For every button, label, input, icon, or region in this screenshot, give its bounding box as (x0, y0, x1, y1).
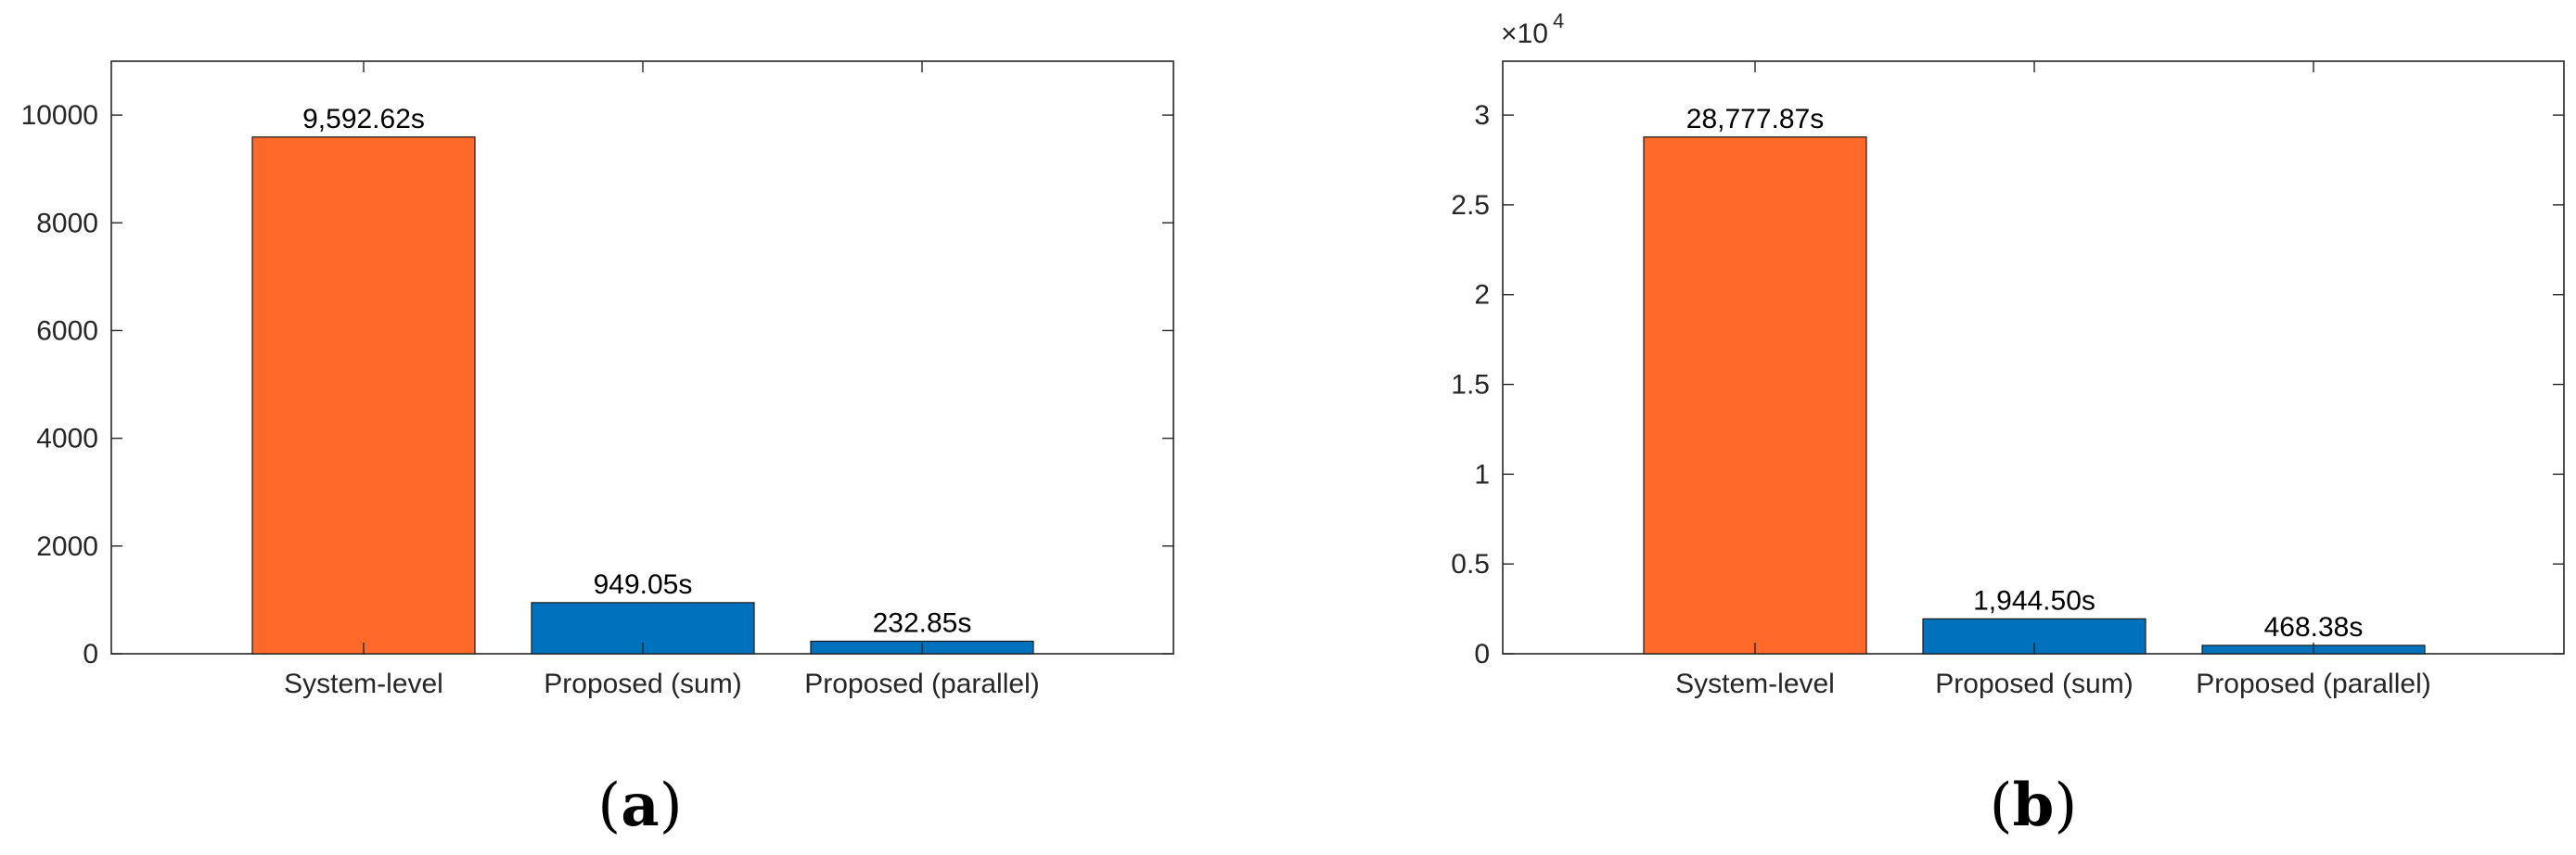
x-tick-label-1: Proposed (sum) (1935, 669, 2133, 699)
y-tick-label-6: 3 (1474, 100, 1490, 131)
data-label-2: 232.85s (873, 607, 972, 638)
y-tick-label-0: 0 (1474, 639, 1490, 670)
y-tick-label-4: 8000 (36, 208, 98, 238)
axis-exponent-label: ×10 (1501, 19, 1548, 49)
data-label-1: 1,944.50s (1973, 585, 2095, 616)
panel-label: (b) (1990, 771, 2078, 840)
y-tick-label-5: 2.5 (1451, 190, 1490, 221)
y-tick-label-1: 2000 (36, 531, 98, 562)
bar-0 (251, 136, 476, 655)
bar-0 (1643, 136, 1867, 655)
x-tick-label-0: System-level (1675, 669, 1835, 699)
x-tick-label-0: System-level (284, 669, 443, 699)
y-tick-label-2: 4000 (36, 424, 98, 454)
chart-panel-b: 28,777.87s System-level 1,944.50s Proposed … (1451, 9, 2565, 840)
data-label-0: 28,777.87s (1686, 104, 1824, 134)
panel-label: (a) (597, 771, 682, 840)
chart-panel-a: 9,592.62s System-level 949.05s Proposed (su… (21, 60, 1174, 840)
y-tick-label-3: 6000 (36, 315, 98, 346)
y-tick-label-5: 10000 (21, 100, 98, 131)
y-tick-label-0: 0 (83, 639, 98, 670)
bar-1 (1922, 618, 2147, 655)
x-tick-label-2: Proposed (parallel) (804, 669, 1039, 699)
y-tick-label-2: 1 (1474, 459, 1490, 490)
data-label-1: 949.05s (594, 569, 693, 600)
x-tick-label-1: Proposed (sum) (544, 669, 741, 699)
y-tick-label-4: 2 (1474, 280, 1490, 311)
data-label-0: 9,592.62s (302, 104, 425, 134)
data-label-2: 468.38s (2264, 612, 2364, 643)
y-tick-label-3: 1.5 (1451, 370, 1490, 401)
y-tick-label-1: 0.5 (1451, 549, 1490, 580)
axis-exponent-power: 4 (1553, 9, 1564, 32)
x-tick-label-2: Proposed (parallel) (2196, 669, 2430, 699)
